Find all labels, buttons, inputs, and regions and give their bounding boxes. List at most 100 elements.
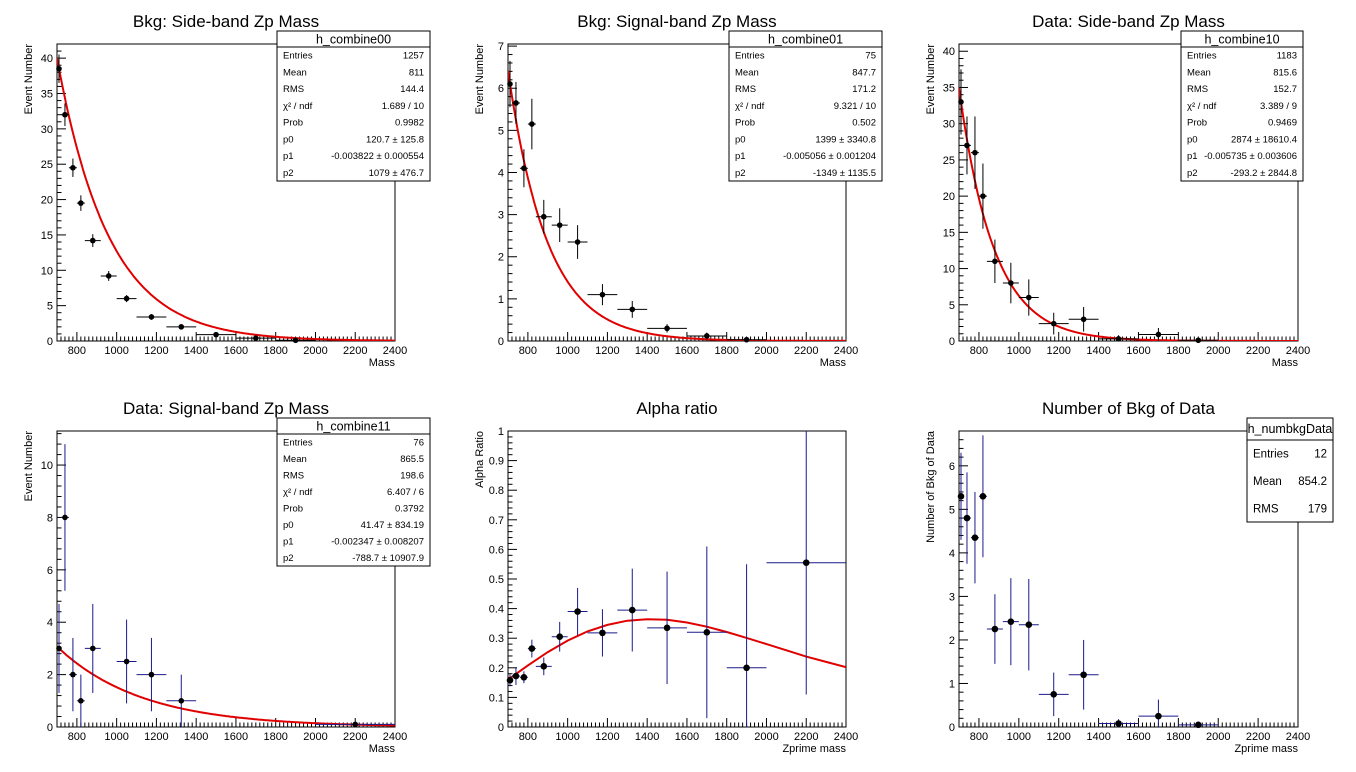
data-point <box>527 639 536 658</box>
stats-label: Mean <box>1253 476 1282 488</box>
y-tick-label: 5 <box>47 301 53 313</box>
y-tick-label: 15 <box>41 230 53 242</box>
data-point <box>726 336 767 343</box>
stats-label: Prob <box>1187 118 1207 129</box>
y-tick-label: 0.9 <box>489 456 504 468</box>
data-point <box>519 671 528 684</box>
x-tick-label: 2000 <box>1206 345 1230 357</box>
y-tick-label: 35 <box>943 82 955 94</box>
data-point <box>686 546 727 719</box>
y-tick-label: 0 <box>47 722 53 734</box>
chart-panel-2: Bkg: Signal-band Zp Mass 800 1000 1200 1400 1… <box>474 12 883 369</box>
data-point <box>60 444 69 591</box>
data-marker <box>78 698 84 704</box>
stats-value: -788.7 ± 10907.9 <box>352 553 424 564</box>
data-marker <box>1050 691 1058 698</box>
y-tick-label: 0 <box>47 336 53 348</box>
stats-value: 120.7 ± 125.8 <box>366 134 424 145</box>
stats-box-name: h_combine11 <box>316 420 390 434</box>
y-tick-label: 20 <box>41 195 53 207</box>
stats-value: 171.2 <box>852 84 876 95</box>
stats-label: χ² / ndf <box>283 101 313 112</box>
stats-box-name: h_combine00 <box>316 33 391 47</box>
y-tick-label: 2 <box>949 635 955 647</box>
data-marker <box>352 721 359 728</box>
y-tick-label: 4 <box>498 167 504 179</box>
y-tick-label: 3 <box>498 210 504 222</box>
y-tick-label: 6 <box>949 461 955 473</box>
data-marker <box>991 625 999 633</box>
data-marker <box>105 273 112 279</box>
y-tick-label: 3 <box>949 591 955 603</box>
data-point <box>1038 672 1069 717</box>
data-point <box>1178 337 1219 344</box>
data-marker <box>148 314 155 320</box>
y-axis-label: Number of Bkg of Data <box>925 430 937 543</box>
plot-frame <box>507 43 847 342</box>
data-point <box>235 335 276 341</box>
y-tick-label: 25 <box>943 155 955 167</box>
data-point <box>986 594 1003 664</box>
y-tick-label: 4 <box>47 617 53 629</box>
data-marker <box>802 559 810 567</box>
data-marker <box>178 698 185 704</box>
x-tick-label: 1200 <box>144 731 168 743</box>
x-axis-label: Mass <box>369 357 396 369</box>
x-tick-label: 1000 <box>104 345 128 357</box>
x-tick-label: 1200 <box>144 345 168 357</box>
data-marker <box>506 676 514 684</box>
x-axis-label: Zprime mass <box>782 743 846 755</box>
data-point <box>275 337 316 344</box>
stats-label: p2 <box>283 553 294 564</box>
chart-title: Bkg: Signal-band Zp Mass <box>577 12 776 31</box>
data-marker <box>512 672 520 680</box>
data-point <box>56 603 62 693</box>
stats-label: RMS <box>283 471 304 482</box>
stats-label: Entries <box>735 51 765 62</box>
data-point <box>76 195 85 211</box>
chart-panel-1: Bkg: Side-band Zp Mass 800 1000 1200 1400 160… <box>23 12 431 369</box>
stats-label: χ² / ndf <box>735 101 765 112</box>
x-tick-label: 1400 <box>635 345 659 357</box>
data-point <box>1178 721 1219 729</box>
y-axis-label: Event Number <box>23 44 35 115</box>
y-axis-label: Event Number <box>925 44 937 115</box>
x-tick-label: 2400 <box>834 345 858 357</box>
y-tick-label: 30 <box>943 119 955 131</box>
data-point <box>1098 719 1139 727</box>
x-tick-label: 1400 <box>635 731 659 743</box>
x-tick-label: 1600 <box>1126 345 1150 357</box>
y-tick-label: 25 <box>41 159 53 171</box>
data-point <box>1038 312 1069 335</box>
y-tick-label: 30 <box>41 124 53 136</box>
data-point <box>1068 639 1099 710</box>
y-tick-label: 0.8 <box>489 485 504 497</box>
data-marker <box>663 624 671 632</box>
stats-value: 811 <box>409 67 424 78</box>
data-marker <box>964 142 970 149</box>
data-marker <box>56 645 62 652</box>
data-marker <box>972 149 978 156</box>
stats-label: Entries <box>1187 51 1217 62</box>
data-point <box>647 324 687 333</box>
stats-value: 3.389 / 9 <box>1260 101 1297 112</box>
data-marker <box>521 165 527 172</box>
chart-title: Alpha ratio <box>636 399 717 418</box>
x-tick-label: 2200 <box>343 731 367 743</box>
x-tick-label: 1400 <box>184 345 208 357</box>
y-tick-label: 0.1 <box>489 692 504 704</box>
stats-label: p0 <box>283 520 294 531</box>
x-tick-label: 1600 <box>224 345 248 357</box>
stats-value: 847.7 <box>852 67 876 78</box>
stats-label: Entries <box>1253 449 1289 461</box>
data-marker <box>507 81 513 87</box>
data-marker <box>70 164 76 171</box>
data-point <box>527 98 536 150</box>
stats-label: Prob <box>283 118 303 129</box>
x-tick-label: 2000 <box>303 345 327 357</box>
data-point <box>567 225 588 259</box>
stats-value: -0.003822 ± 0.000554 <box>331 151 424 162</box>
